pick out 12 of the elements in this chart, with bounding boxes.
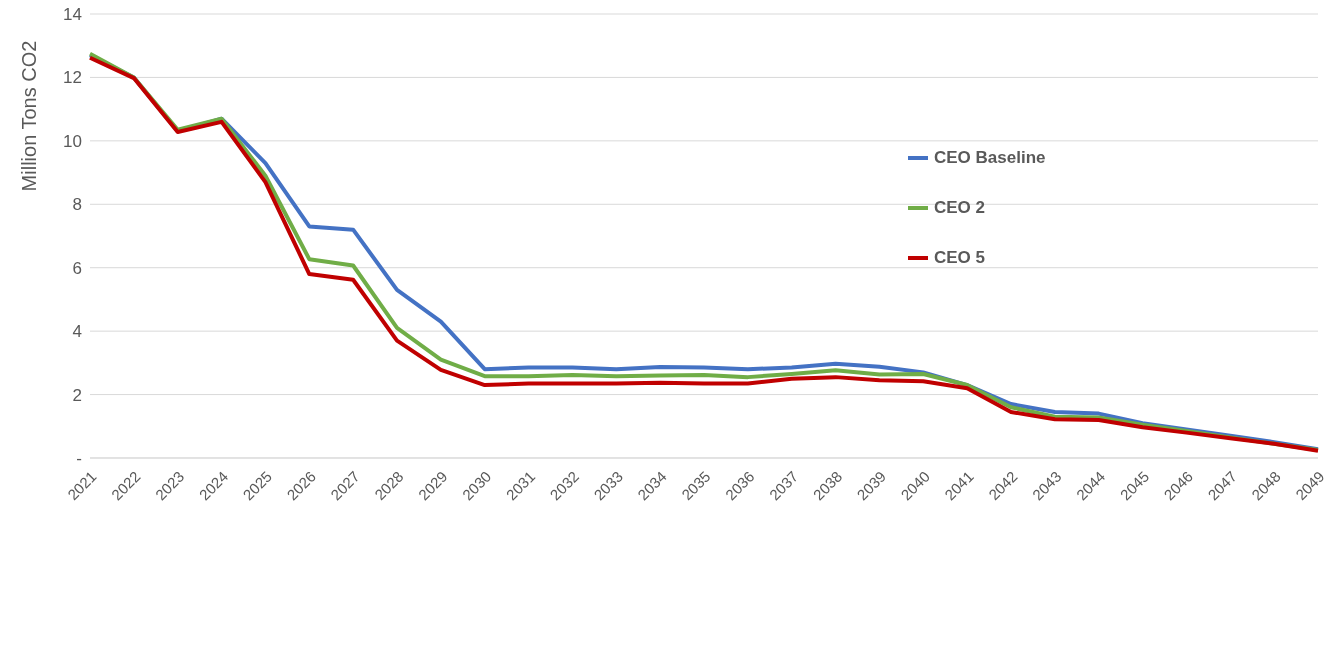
legend-label: CEO 2 xyxy=(933,198,987,218)
y-tick-label: - xyxy=(76,449,82,469)
legend-label: CEO Baseline xyxy=(933,148,1046,168)
y-tick-label: 6 xyxy=(72,258,82,278)
y-tick-label: 4 xyxy=(72,322,82,342)
y-tick-label: 10 xyxy=(63,131,82,151)
legend-label: CEO 5 xyxy=(933,248,987,268)
y-tick-label: 8 xyxy=(72,195,82,215)
y-axis-title: Million Tons CO2 xyxy=(18,40,41,192)
y-tick-label: 2 xyxy=(72,385,82,405)
y-tick-label: 14 xyxy=(63,5,82,25)
y-tick-label: 12 xyxy=(63,68,82,88)
